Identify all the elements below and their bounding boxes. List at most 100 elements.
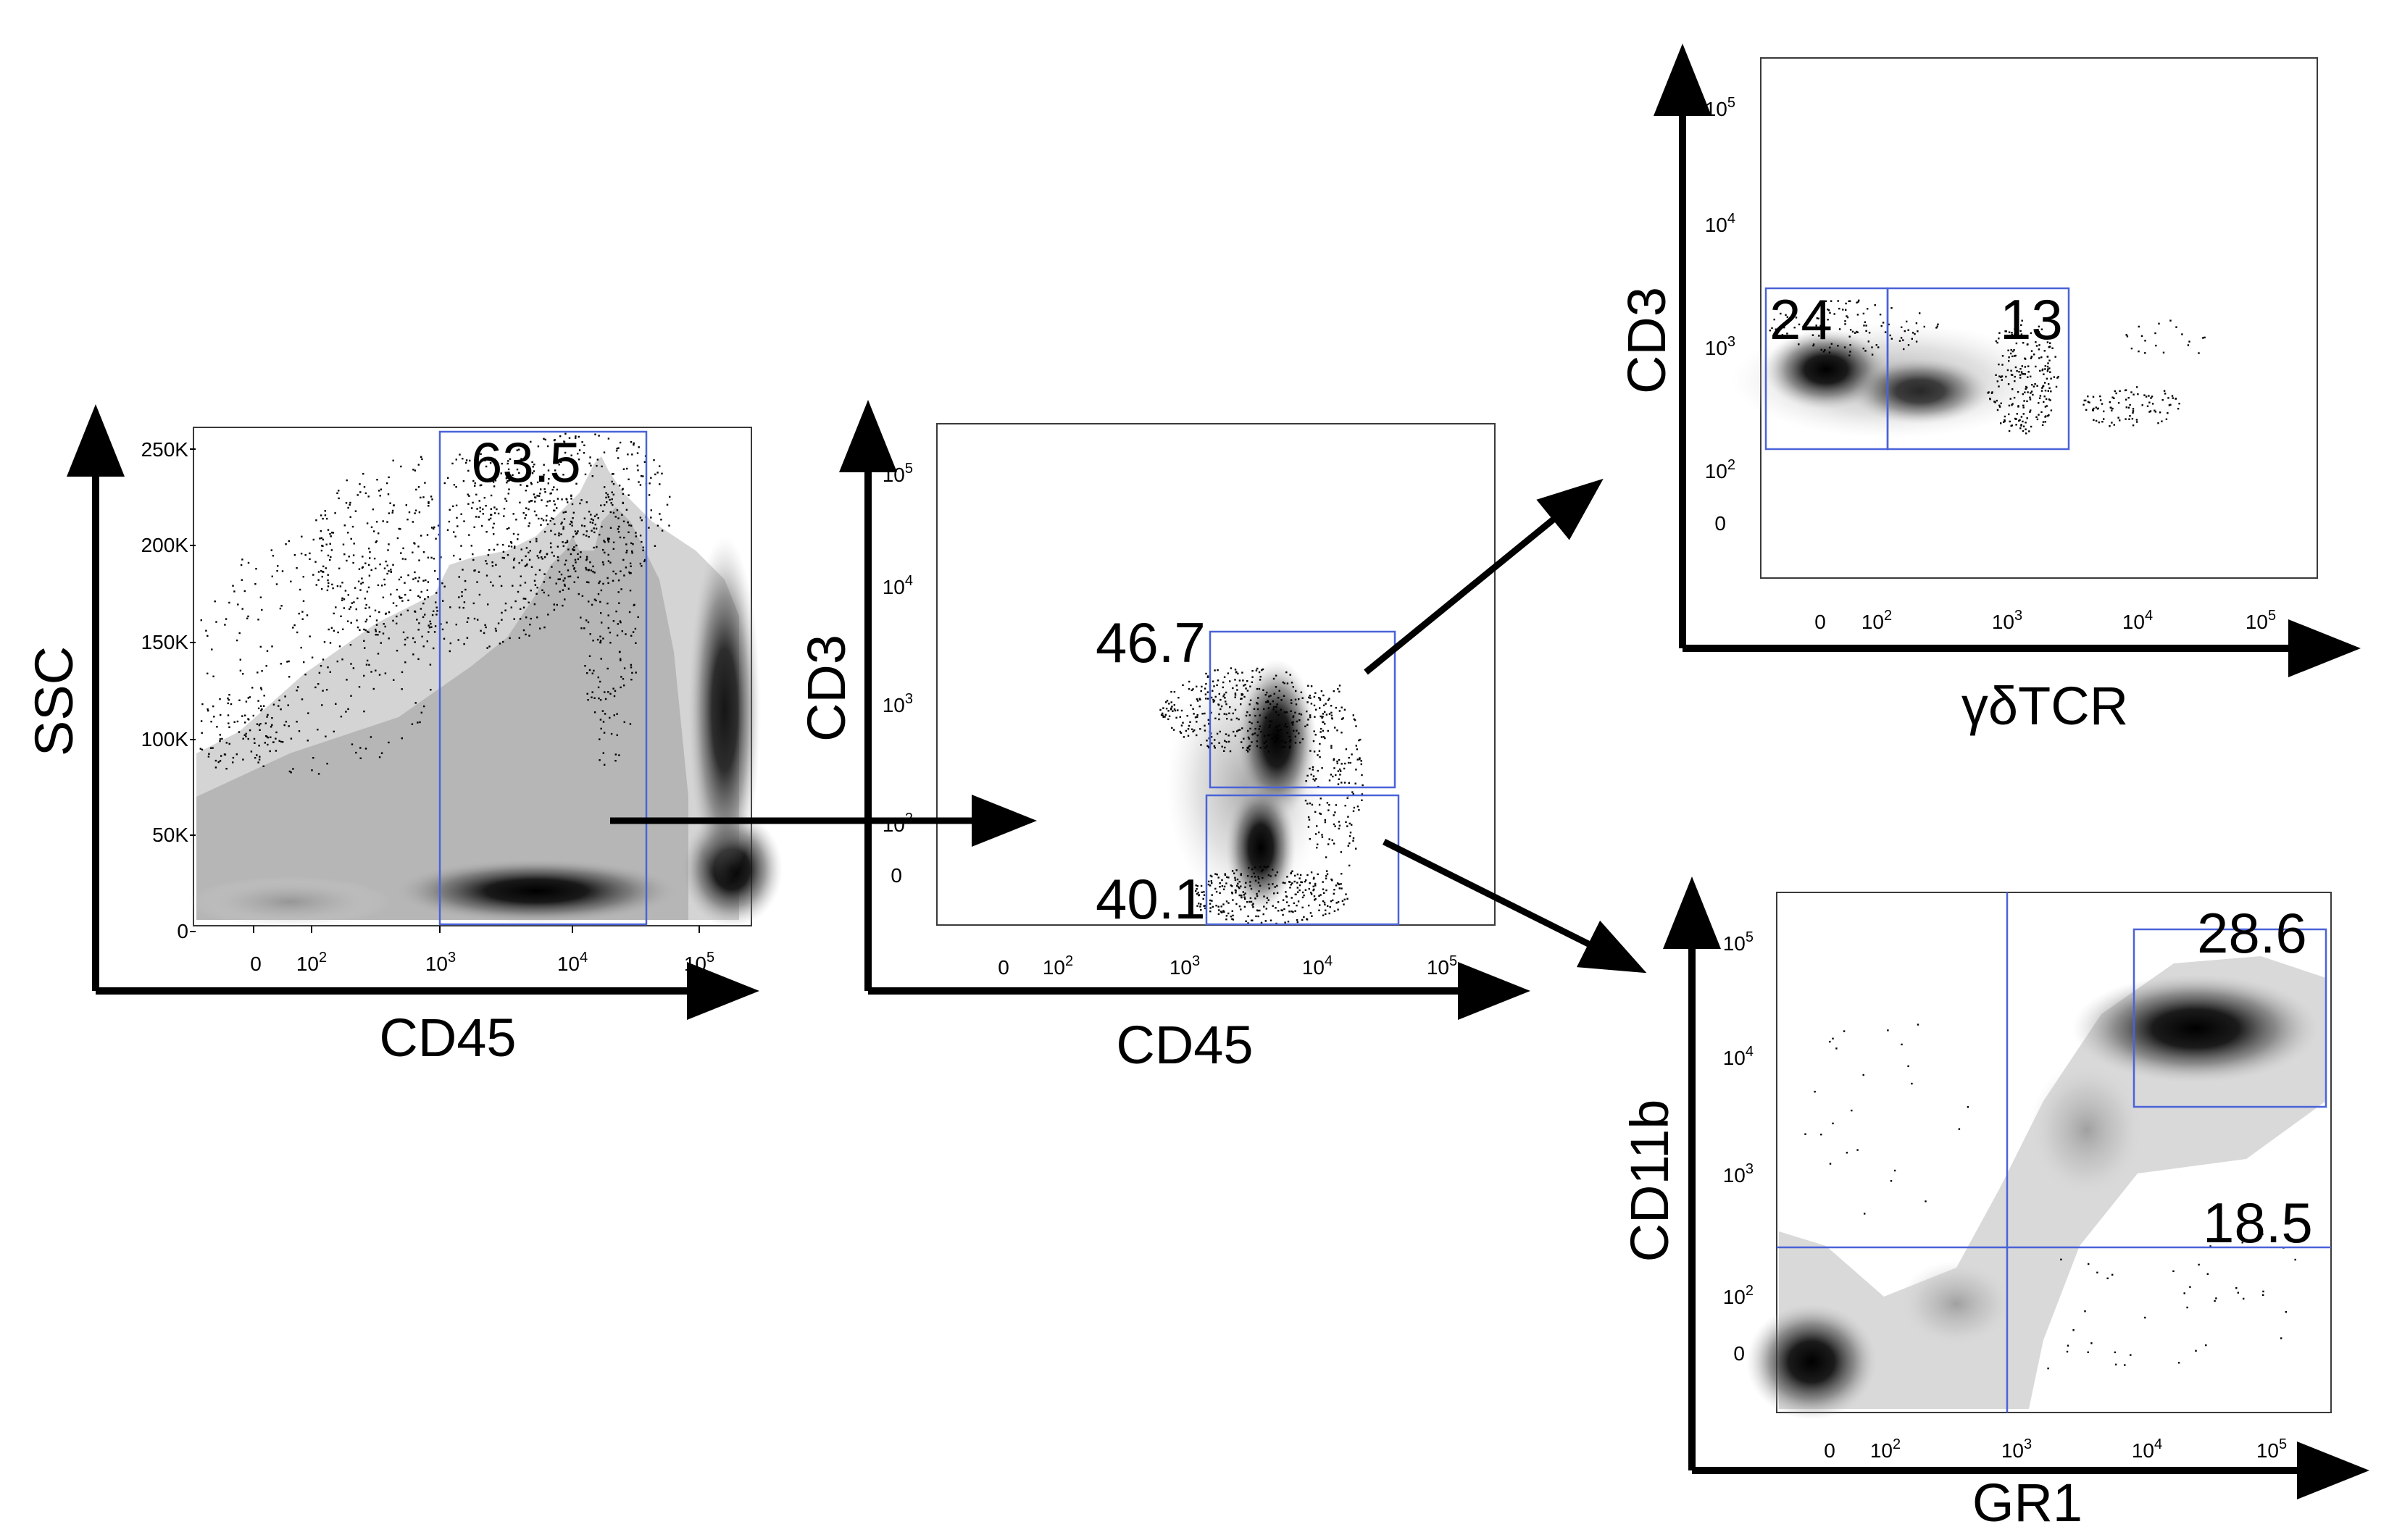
event-dot xyxy=(1319,742,1321,745)
event-dot xyxy=(1203,905,1205,907)
event-dot xyxy=(2026,417,2028,419)
event-dot xyxy=(1333,823,1335,826)
event-dot xyxy=(259,723,262,725)
event-dot xyxy=(625,543,628,545)
event-dot xyxy=(240,564,243,566)
event-dot xyxy=(1335,902,1338,904)
event-dot xyxy=(560,533,562,535)
event-dot xyxy=(463,520,465,522)
event-dot xyxy=(1356,805,1359,808)
event-dot xyxy=(1168,703,1170,705)
event-dot xyxy=(1238,887,1241,890)
event-dot xyxy=(541,589,543,591)
event-dot xyxy=(1298,877,1301,879)
event-dot xyxy=(604,698,607,700)
event-dot xyxy=(1267,707,1269,709)
event-dot xyxy=(1248,714,1251,716)
event-dot xyxy=(1993,401,1996,403)
event-dot xyxy=(561,522,563,524)
event-dot xyxy=(1871,346,1873,348)
event-dot xyxy=(1167,718,1170,721)
event-dot xyxy=(1890,307,1893,309)
event-dot xyxy=(506,553,509,556)
event-dot xyxy=(1356,748,1359,750)
event-dot xyxy=(1224,873,1226,875)
event-dot xyxy=(1164,716,1166,718)
event-dot xyxy=(449,509,451,511)
event-dot xyxy=(1246,711,1248,713)
event-dot xyxy=(554,503,556,506)
event-dot xyxy=(526,485,528,487)
event-dot xyxy=(247,615,249,618)
event-dot xyxy=(1331,879,1333,882)
event-dot xyxy=(1289,887,1291,889)
event-dot xyxy=(2014,328,2016,330)
event-dot xyxy=(600,658,602,660)
event-dot xyxy=(1277,730,1280,732)
event-dot xyxy=(1263,735,1266,737)
event-dot xyxy=(1326,802,1329,804)
event-dot xyxy=(1907,329,1909,331)
x-tick-label: 105 xyxy=(684,950,714,975)
event-dot xyxy=(514,600,517,603)
event-dot xyxy=(232,756,235,759)
event-dot xyxy=(1248,748,1251,750)
event-dot xyxy=(428,502,430,504)
event-dot xyxy=(1162,712,1164,715)
event-dot xyxy=(392,564,394,566)
event-dot xyxy=(2262,1290,2264,1293)
event-dot xyxy=(1231,870,1234,872)
event-dot xyxy=(618,485,621,487)
event-dot xyxy=(585,566,587,569)
event-dot xyxy=(1263,866,1265,868)
event-dot xyxy=(404,582,406,584)
event-dot xyxy=(1998,385,2000,388)
event-dot xyxy=(1281,740,1283,742)
event-dot xyxy=(1259,679,1262,681)
event-dot xyxy=(367,548,370,550)
event-dot xyxy=(553,555,555,557)
event-dot xyxy=(2106,1277,2109,1279)
event-dot xyxy=(243,734,246,736)
event-dot xyxy=(1298,719,1301,721)
event-dot xyxy=(562,526,564,528)
event-dot xyxy=(497,622,500,624)
event-dot xyxy=(612,493,614,495)
event-dot xyxy=(558,571,561,573)
event-dot xyxy=(422,496,425,498)
event-dot xyxy=(2159,411,2161,414)
event-dot xyxy=(380,585,383,587)
event-dot xyxy=(2041,387,2043,389)
event-dot xyxy=(435,537,437,540)
event-dot xyxy=(650,516,652,519)
event-dot xyxy=(449,606,451,608)
event-dot xyxy=(2047,337,2049,339)
event-dot xyxy=(1243,896,1246,898)
event-dot xyxy=(300,553,303,555)
event-dot xyxy=(1235,890,1237,892)
event-dot xyxy=(592,519,594,522)
event-dot xyxy=(509,458,512,460)
event-dot xyxy=(1889,334,1891,337)
event-dot xyxy=(354,510,357,512)
event-dot xyxy=(1820,1134,1822,1136)
event-dot xyxy=(417,595,420,597)
event-dot xyxy=(1811,314,1814,317)
event-dot xyxy=(1198,706,1201,708)
event-dot xyxy=(623,667,626,669)
event-dot xyxy=(220,713,222,716)
event-dot xyxy=(623,721,625,724)
event-dot xyxy=(1829,311,1831,314)
event-dot xyxy=(2099,399,2102,401)
event-dot xyxy=(266,735,268,738)
event-dot xyxy=(386,521,388,523)
event-dot xyxy=(330,549,333,551)
event-dot xyxy=(1341,706,1343,708)
event-dot xyxy=(510,606,512,608)
event-dot xyxy=(1303,894,1305,897)
event-dot xyxy=(2013,396,2016,399)
event-dot xyxy=(1346,797,1348,799)
event-dot xyxy=(375,541,377,543)
event-dot xyxy=(275,583,278,585)
event-dot xyxy=(334,512,336,514)
